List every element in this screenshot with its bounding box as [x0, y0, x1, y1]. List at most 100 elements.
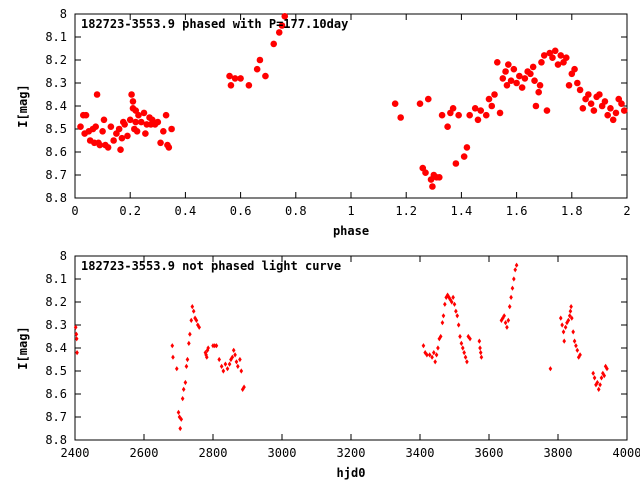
data-point: [591, 370, 595, 376]
data-point: [503, 320, 508, 326]
data-point: [100, 116, 108, 124]
data-point: [142, 130, 149, 137]
data-point: [513, 267, 518, 273]
data-point: [204, 352, 208, 358]
data-point: [170, 343, 175, 349]
x-tick-label: 3800: [544, 446, 573, 460]
data-point: [460, 345, 465, 351]
data-point: [206, 345, 210, 351]
data-point: [502, 68, 509, 75]
x-tick-label: 2800: [199, 446, 228, 460]
data-point: [478, 350, 483, 356]
data-point: [157, 139, 164, 147]
data-point: [607, 105, 614, 112]
data-point: [507, 304, 512, 310]
data-point: [576, 86, 584, 94]
data-point: [427, 352, 432, 358]
data-point: [458, 333, 462, 340]
data-point: [620, 107, 628, 114]
data-point: [501, 315, 505, 321]
data-point: [92, 123, 99, 130]
data-point: [540, 52, 548, 59]
data-point: [184, 363, 189, 369]
data-point: [451, 294, 455, 300]
data-point: [513, 79, 520, 87]
data-point: [482, 111, 490, 119]
data-point: [521, 75, 529, 82]
data-point: [438, 111, 446, 119]
data-point: [219, 363, 224, 369]
data-point: [592, 375, 597, 381]
data-point: [601, 370, 605, 376]
data-point: [445, 292, 450, 298]
data-point: [77, 123, 84, 130]
data-point: [618, 100, 625, 107]
data-point: [578, 352, 582, 358]
data-point: [558, 315, 563, 321]
data-point: [176, 409, 181, 415]
data-point: [440, 320, 445, 326]
x-tick-label: 3200: [337, 446, 366, 460]
data-point: [598, 382, 602, 388]
data-point: [516, 72, 523, 80]
data-point: [585, 91, 592, 98]
data-point: [171, 354, 175, 360]
data-point: [432, 350, 436, 356]
data-point: [543, 107, 551, 114]
y-tick-label: 8.5: [45, 364, 67, 378]
data-point: [221, 368, 226, 374]
data-point: [479, 354, 484, 360]
y-tick-label: 8.3: [45, 318, 67, 332]
data-point: [225, 366, 230, 372]
plot-frame: [74, 13, 628, 199]
data-point: [448, 297, 453, 303]
data-point: [506, 317, 511, 323]
data-point: [587, 100, 595, 107]
axes-unphased: 2400 2600 2800 3000 3200 3400 3600 3800 4000 8 8.1…: [45, 249, 640, 460]
data-point: [118, 134, 126, 142]
data-point: [612, 109, 620, 117]
data-point: [226, 72, 233, 80]
data-point: [117, 146, 124, 153]
y-tick-label: 8.5: [45, 122, 67, 136]
data-point: [569, 304, 573, 310]
data-point: [227, 361, 232, 367]
data-point: [456, 322, 461, 328]
data-point: [499, 317, 504, 323]
data-point: [561, 329, 566, 335]
data-point: [505, 61, 512, 68]
data-point: [194, 317, 199, 323]
x-tick-label: 0.8: [285, 204, 307, 218]
y-tick-label: 8.1: [45, 272, 67, 286]
x-tick-label: 1.4: [451, 204, 473, 218]
data-point: [183, 379, 188, 386]
data-point: [162, 111, 170, 119]
data-point: [596, 91, 603, 98]
data-point: [538, 59, 545, 66]
data-point: [165, 144, 173, 151]
data-point: [466, 333, 471, 340]
data-point: [568, 308, 573, 314]
x-tick-label: 1.8: [561, 204, 583, 218]
data-point: [570, 315, 574, 321]
data-point: [233, 352, 237, 358]
data-point: [574, 343, 578, 349]
data-point: [535, 88, 542, 96]
data-point: [502, 313, 506, 319]
data-point: [529, 63, 537, 71]
y-tick-label: 8.7: [45, 410, 67, 424]
x-tick-label: 4000: [613, 446, 640, 460]
data-point: [124, 132, 131, 140]
data-point: [554, 61, 562, 68]
data-point: [205, 347, 210, 353]
data-point: [253, 65, 261, 73]
y-tick-label: 8.2: [45, 53, 67, 67]
data-point: [455, 313, 460, 319]
x-tick-label: 3600: [475, 446, 504, 460]
data-point: [579, 105, 587, 112]
data-point: [463, 354, 468, 360]
data-point: [599, 375, 604, 381]
axes-phased: 0 0.2 0.4 0.6 0.8 1 1.2 1.4 1.6 1.8 2 8 8.1 8.2 8.3 8.4…: [45, 7, 630, 218]
data-point: [478, 345, 482, 351]
data-point: [278, 22, 286, 29]
